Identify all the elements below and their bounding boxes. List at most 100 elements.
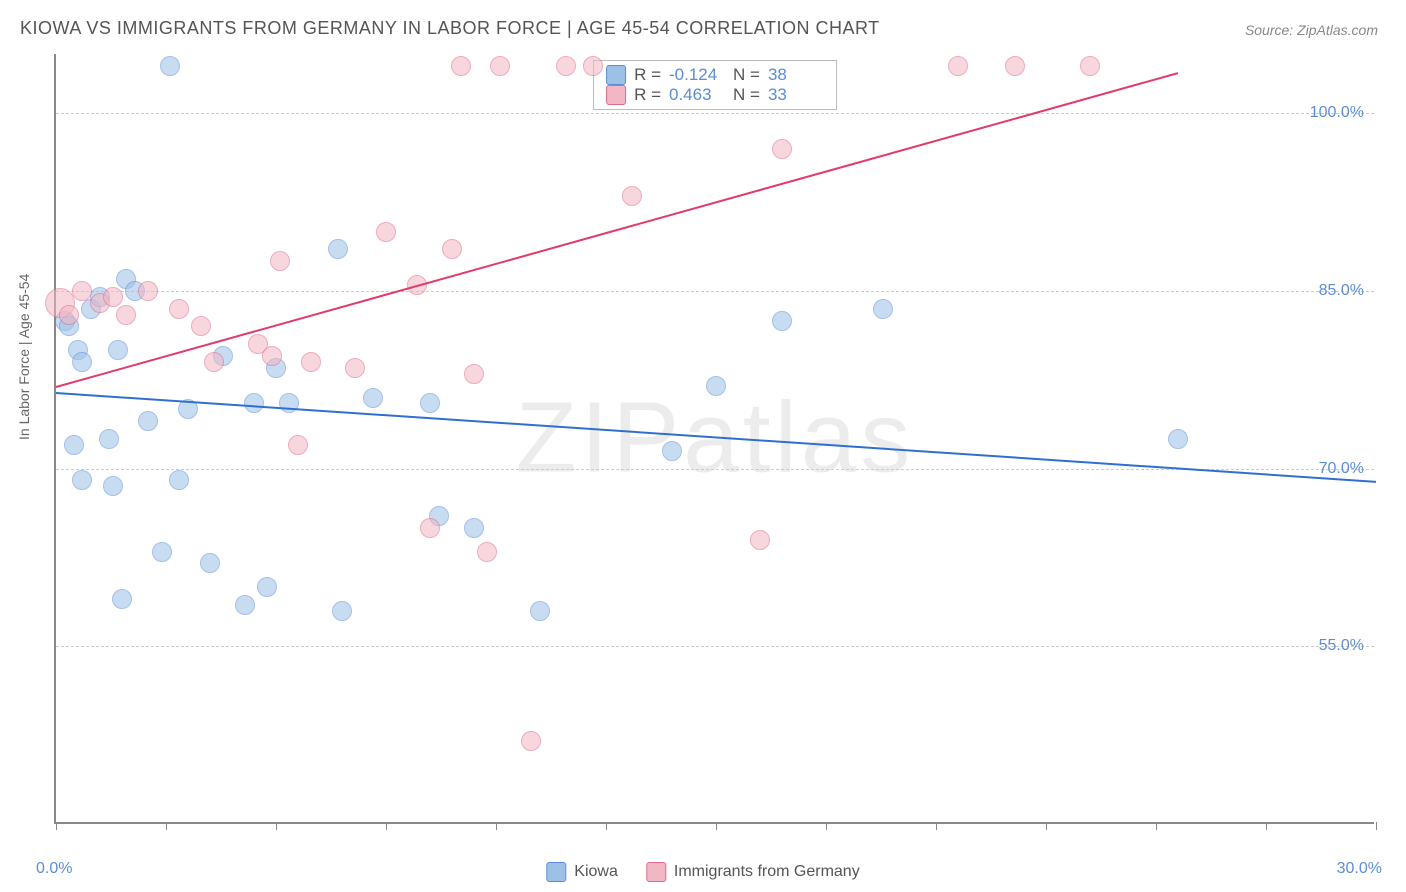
data-point: [169, 470, 189, 490]
stats-box: R = -0.124 N = 38 R = 0.463 N = 33: [593, 60, 837, 110]
data-point: [288, 435, 308, 455]
legend-label: Immigrants from Germany: [674, 863, 860, 881]
y-tick-label: 85.0%: [1319, 282, 1364, 300]
data-point: [279, 393, 299, 413]
stats-row: R = -0.124 N = 38: [606, 65, 824, 85]
stat-r-value: 0.463: [669, 85, 725, 105]
data-point: [376, 222, 396, 242]
stat-r-label: R =: [634, 85, 661, 105]
x-tick: [606, 822, 607, 830]
data-point: [873, 299, 893, 319]
data-point: [169, 299, 189, 319]
data-point: [420, 518, 440, 538]
data-point: [328, 239, 348, 259]
data-point: [530, 601, 550, 621]
x-tick: [386, 822, 387, 830]
data-point: [332, 601, 352, 621]
stat-n-label: N =: [733, 65, 760, 85]
y-tick-label: 100.0%: [1310, 104, 1364, 122]
data-point: [99, 429, 119, 449]
data-point: [103, 287, 123, 307]
data-point: [772, 139, 792, 159]
legend-label: Kiowa: [574, 863, 618, 881]
data-point: [257, 577, 277, 597]
chart-title: KIOWA VS IMMIGRANTS FROM GERMANY IN LABO…: [20, 18, 880, 39]
data-point: [301, 352, 321, 372]
data-point: [1005, 56, 1025, 76]
chart-source: Source: ZipAtlas.com: [1245, 22, 1378, 38]
data-point: [59, 305, 79, 325]
stat-n-value: 33: [768, 85, 824, 105]
legend-swatch: [606, 85, 626, 105]
legend-swatch: [546, 862, 566, 882]
x-tick: [936, 822, 937, 830]
data-point: [622, 186, 642, 206]
legend: Kiowa Immigrants from Germany: [546, 862, 859, 882]
x-tick: [276, 822, 277, 830]
data-point: [244, 393, 264, 413]
data-point: [103, 476, 123, 496]
data-point: [72, 470, 92, 490]
data-point: [160, 56, 180, 76]
data-point: [235, 595, 255, 615]
data-point: [152, 542, 172, 562]
data-point: [1168, 429, 1188, 449]
grid-line: [56, 291, 1374, 292]
stat-n-label: N =: [733, 85, 760, 105]
data-point: [1080, 56, 1100, 76]
legend-item: Kiowa: [546, 862, 618, 882]
data-point: [772, 311, 792, 331]
y-tick-label: 70.0%: [1319, 460, 1364, 478]
data-point: [72, 352, 92, 372]
data-point: [345, 358, 365, 378]
data-point: [112, 589, 132, 609]
stat-r-label: R =: [634, 65, 661, 85]
plot-area: ZIPatlas R =-0.124N =38R =0.463N =33 55.…: [54, 54, 1374, 824]
y-axis-label: In Labor Force | Age 45-54: [16, 274, 32, 440]
trend-line: [56, 72, 1179, 388]
x-axis-min-label: 0.0%: [36, 860, 72, 878]
legend-swatch: [606, 65, 626, 85]
x-tick: [1266, 822, 1267, 830]
data-point: [204, 352, 224, 372]
stat-n-value: 38: [768, 65, 824, 85]
data-point: [138, 411, 158, 431]
x-tick: [496, 822, 497, 830]
grid-line: [56, 113, 1374, 114]
data-point: [262, 346, 282, 366]
x-tick: [716, 822, 717, 830]
data-point: [270, 251, 290, 271]
data-point: [706, 376, 726, 396]
data-point: [420, 393, 440, 413]
y-tick-label: 55.0%: [1319, 637, 1364, 655]
x-tick: [1376, 822, 1377, 830]
legend-swatch: [646, 862, 666, 882]
data-point: [464, 518, 484, 538]
x-tick: [1156, 822, 1157, 830]
data-point: [72, 281, 92, 301]
x-tick: [56, 822, 57, 830]
data-point: [363, 388, 383, 408]
x-tick: [166, 822, 167, 830]
x-tick: [1046, 822, 1047, 830]
data-point: [583, 56, 603, 76]
data-point: [662, 441, 682, 461]
legend-item: Immigrants from Germany: [646, 862, 860, 882]
data-point: [64, 435, 84, 455]
grid-line: [56, 646, 1374, 647]
data-point: [490, 56, 510, 76]
data-point: [200, 553, 220, 573]
data-point: [521, 731, 541, 751]
data-point: [556, 56, 576, 76]
data-point: [477, 542, 497, 562]
stats-row: R = 0.463 N = 33: [606, 85, 824, 105]
data-point: [191, 316, 211, 336]
chart-container: KIOWA VS IMMIGRANTS FROM GERMANY IN LABO…: [0, 0, 1406, 892]
data-point: [948, 56, 968, 76]
data-point: [464, 364, 484, 384]
x-axis-max-label: 30.0%: [1337, 860, 1382, 878]
data-point: [750, 530, 770, 550]
data-point: [138, 281, 158, 301]
stat-r-value: -0.124: [669, 65, 725, 85]
data-point: [451, 56, 471, 76]
